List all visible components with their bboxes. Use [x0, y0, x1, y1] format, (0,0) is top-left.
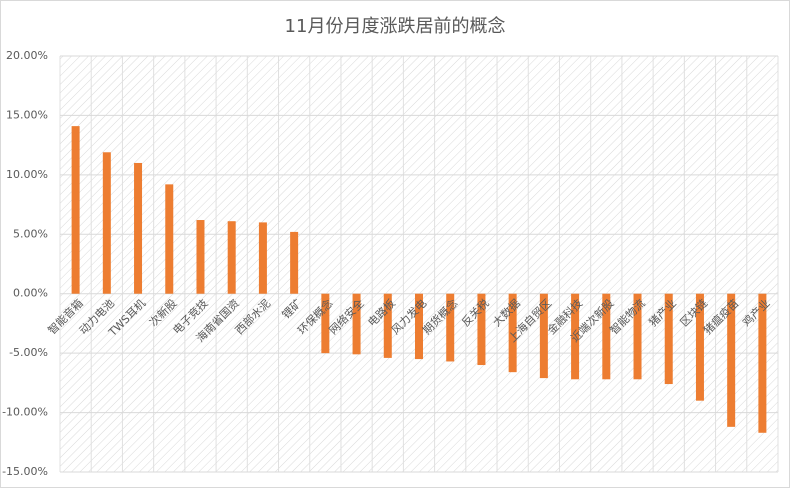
- bar: [290, 231, 299, 294]
- bar: [539, 293, 548, 379]
- bar: [134, 162, 143, 294]
- bar: [508, 293, 517, 373]
- bar: [727, 293, 736, 427]
- bar: [571, 293, 580, 380]
- bar: [352, 293, 361, 355]
- y-tick-label: 5.00%: [13, 227, 48, 240]
- bar: [383, 293, 392, 358]
- bar: [227, 221, 236, 294]
- bar: [196, 220, 205, 294]
- bar: [415, 293, 423, 360]
- bar: [664, 293, 673, 385]
- bar: [602, 293, 611, 380]
- y-tick-label: 20.00%: [6, 49, 48, 62]
- y-tick-label: -5.00%: [9, 346, 48, 359]
- y-tick-label: 15.00%: [6, 108, 48, 121]
- chart-title: 11月份月度涨跌居前的概念: [285, 15, 506, 37]
- y-tick-label: 10.00%: [6, 168, 48, 181]
- y-tick-label: -15.00%: [2, 465, 48, 478]
- bar: [102, 152, 111, 294]
- bar: [165, 184, 174, 294]
- y-tick-label: 0.00%: [13, 287, 48, 300]
- bar: [695, 293, 704, 401]
- y-tick-label: -10.00%: [2, 406, 48, 419]
- bar: [258, 222, 267, 294]
- bar: [446, 293, 455, 362]
- bar: [758, 293, 767, 433]
- bar: [321, 293, 330, 354]
- bar: [71, 126, 80, 294]
- bar: [633, 293, 642, 380]
- bar: [477, 293, 486, 366]
- plot-area: [60, 56, 778, 472]
